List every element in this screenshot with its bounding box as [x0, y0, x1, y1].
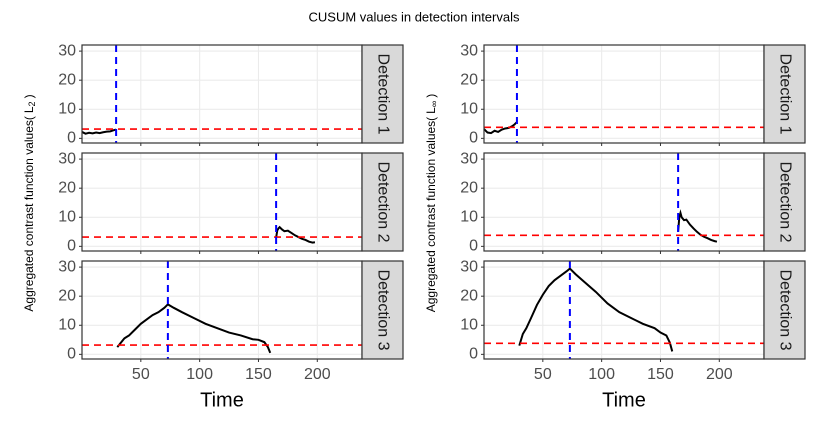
data-line: [483, 121, 518, 135]
panel-background: [484, 45, 764, 143]
y-tick-label: 10: [460, 316, 478, 333]
x-tick-label: 200: [304, 366, 331, 383]
y-tick-label: 10: [58, 316, 76, 333]
y-tick-label: 0: [469, 238, 478, 255]
y-axis-label-part: Aggregated contrast function values(: [424, 117, 438, 312]
y-tick-label: 20: [460, 71, 478, 88]
y-axis-label-part: ∞: [429, 101, 439, 107]
y-axis-label-part: L: [22, 106, 36, 113]
y-tick-label: 30: [460, 42, 478, 59]
y-tick-label: 0: [67, 238, 76, 255]
panel-background: [82, 261, 362, 359]
strip: [361, 152, 404, 252]
data-line: [677, 209, 718, 243]
strip: [763, 260, 806, 360]
y-tick-label: 10: [58, 208, 76, 225]
panel-background: [484, 153, 764, 251]
strip-label: Detection 1: [374, 54, 391, 135]
x-tick-label: 50: [132, 366, 150, 383]
x-tick-label: 200: [706, 366, 733, 383]
x-tick-label: 100: [588, 366, 615, 383]
y-axis-label: Aggregated contrast function values( L∞): [424, 94, 439, 313]
x-axis-label: Time: [602, 389, 646, 411]
y-tick-label: 20: [58, 287, 76, 304]
x-tick-label: 100: [186, 366, 213, 383]
y-tick-label: 30: [58, 150, 76, 167]
panel-background: [484, 261, 764, 359]
y-axis-label-part: Aggregated contrast function values(: [22, 116, 36, 311]
data-line: [116, 303, 272, 354]
x-axis-label: Time: [200, 389, 244, 411]
y-tick-label: 30: [58, 258, 76, 275]
y-tick-label: 30: [460, 150, 478, 167]
x-tick-label: 150: [647, 366, 674, 383]
y-tick-label: 20: [58, 179, 76, 196]
y-axis-label-part: ): [22, 94, 36, 98]
y-axis-label-part: ): [424, 94, 438, 98]
y-tick-label: 20: [460, 179, 478, 196]
y-axis-label: Aggregated contrast function values( L2): [22, 94, 37, 311]
y-tick-label: 0: [469, 346, 478, 363]
strip-label: Detection 3: [776, 270, 793, 351]
strip-label: Detection 1: [776, 54, 793, 135]
chart-title: CUSUM values in detection intervals: [309, 9, 520, 24]
y-tick-label: 0: [67, 130, 76, 147]
strip-label: Detection 3: [374, 270, 391, 351]
y-axis-label-part: 2: [27, 101, 37, 106]
y-axis-label-part: L: [424, 107, 438, 114]
y-tick-label: 0: [469, 130, 478, 147]
data-line: [518, 267, 674, 352]
y-tick-label: 20: [460, 287, 478, 304]
strip: [361, 44, 404, 144]
strip: [361, 260, 404, 360]
data-line: [275, 225, 316, 244]
strip: [763, 152, 806, 252]
panel-background: [82, 45, 362, 143]
data-line: [81, 128, 117, 135]
strip-label: Detection 2: [374, 162, 391, 243]
strip: [763, 44, 806, 144]
y-tick-label: 30: [460, 258, 478, 275]
x-tick-label: 150: [245, 366, 272, 383]
y-tick-label: 30: [58, 42, 76, 59]
y-tick-label: 10: [460, 100, 478, 117]
x-tick-label: 50: [534, 366, 552, 383]
y-tick-label: 0: [67, 346, 76, 363]
y-tick-label: 10: [460, 208, 478, 225]
strip-label: Detection 2: [776, 162, 793, 243]
y-tick-label: 20: [58, 71, 76, 88]
y-tick-label: 10: [58, 100, 76, 117]
panel-background: [82, 153, 362, 251]
